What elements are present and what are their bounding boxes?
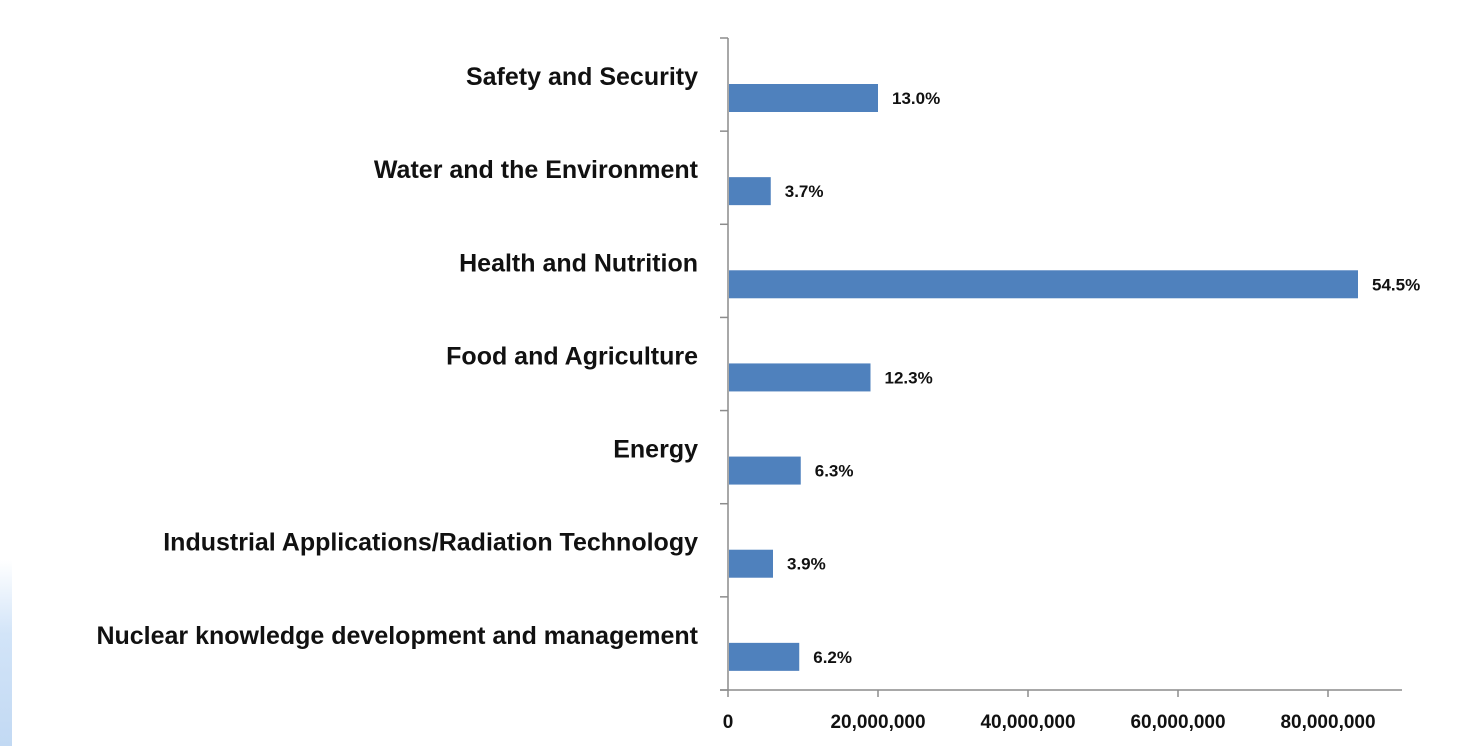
bar xyxy=(729,642,800,671)
data-label: 12.3% xyxy=(885,368,933,387)
data-label: 6.2% xyxy=(813,648,852,667)
x-tick-label: 20,000,000 xyxy=(830,712,925,733)
data-label: 3.9% xyxy=(787,555,826,574)
x-tick-label: 60,000,000 xyxy=(1130,712,1225,733)
bar xyxy=(729,270,1358,299)
bar xyxy=(729,84,878,112)
category-label: Health and Nutrition xyxy=(459,249,698,277)
category-label: Industrial Applications/Radiation Techno… xyxy=(163,529,698,557)
x-tick-label: 0 xyxy=(723,712,734,733)
data-label: 13.0% xyxy=(892,89,940,108)
x-tick-label: 40,000,000 xyxy=(980,712,1075,733)
data-label: 54.5% xyxy=(1372,275,1420,294)
bar xyxy=(729,549,773,578)
bar xyxy=(729,363,871,392)
category-label: Food and Agriculture xyxy=(446,342,698,370)
category-label: Energy xyxy=(613,436,698,464)
category-label: Water and the Environment xyxy=(374,156,699,184)
data-label: 6.3% xyxy=(815,462,854,481)
bar xyxy=(729,177,771,206)
x-tick-label: 80,000,000 xyxy=(1280,712,1375,733)
category-label: Nuclear knowledge development and manage… xyxy=(96,622,698,650)
left-edge-accent xyxy=(0,560,12,746)
plot-area: Safety and Security 13.0% Water and the En… xyxy=(96,37,1420,733)
category-label: Safety and Security xyxy=(466,63,698,91)
data-label: 3.7% xyxy=(785,182,824,201)
bar xyxy=(729,456,801,485)
